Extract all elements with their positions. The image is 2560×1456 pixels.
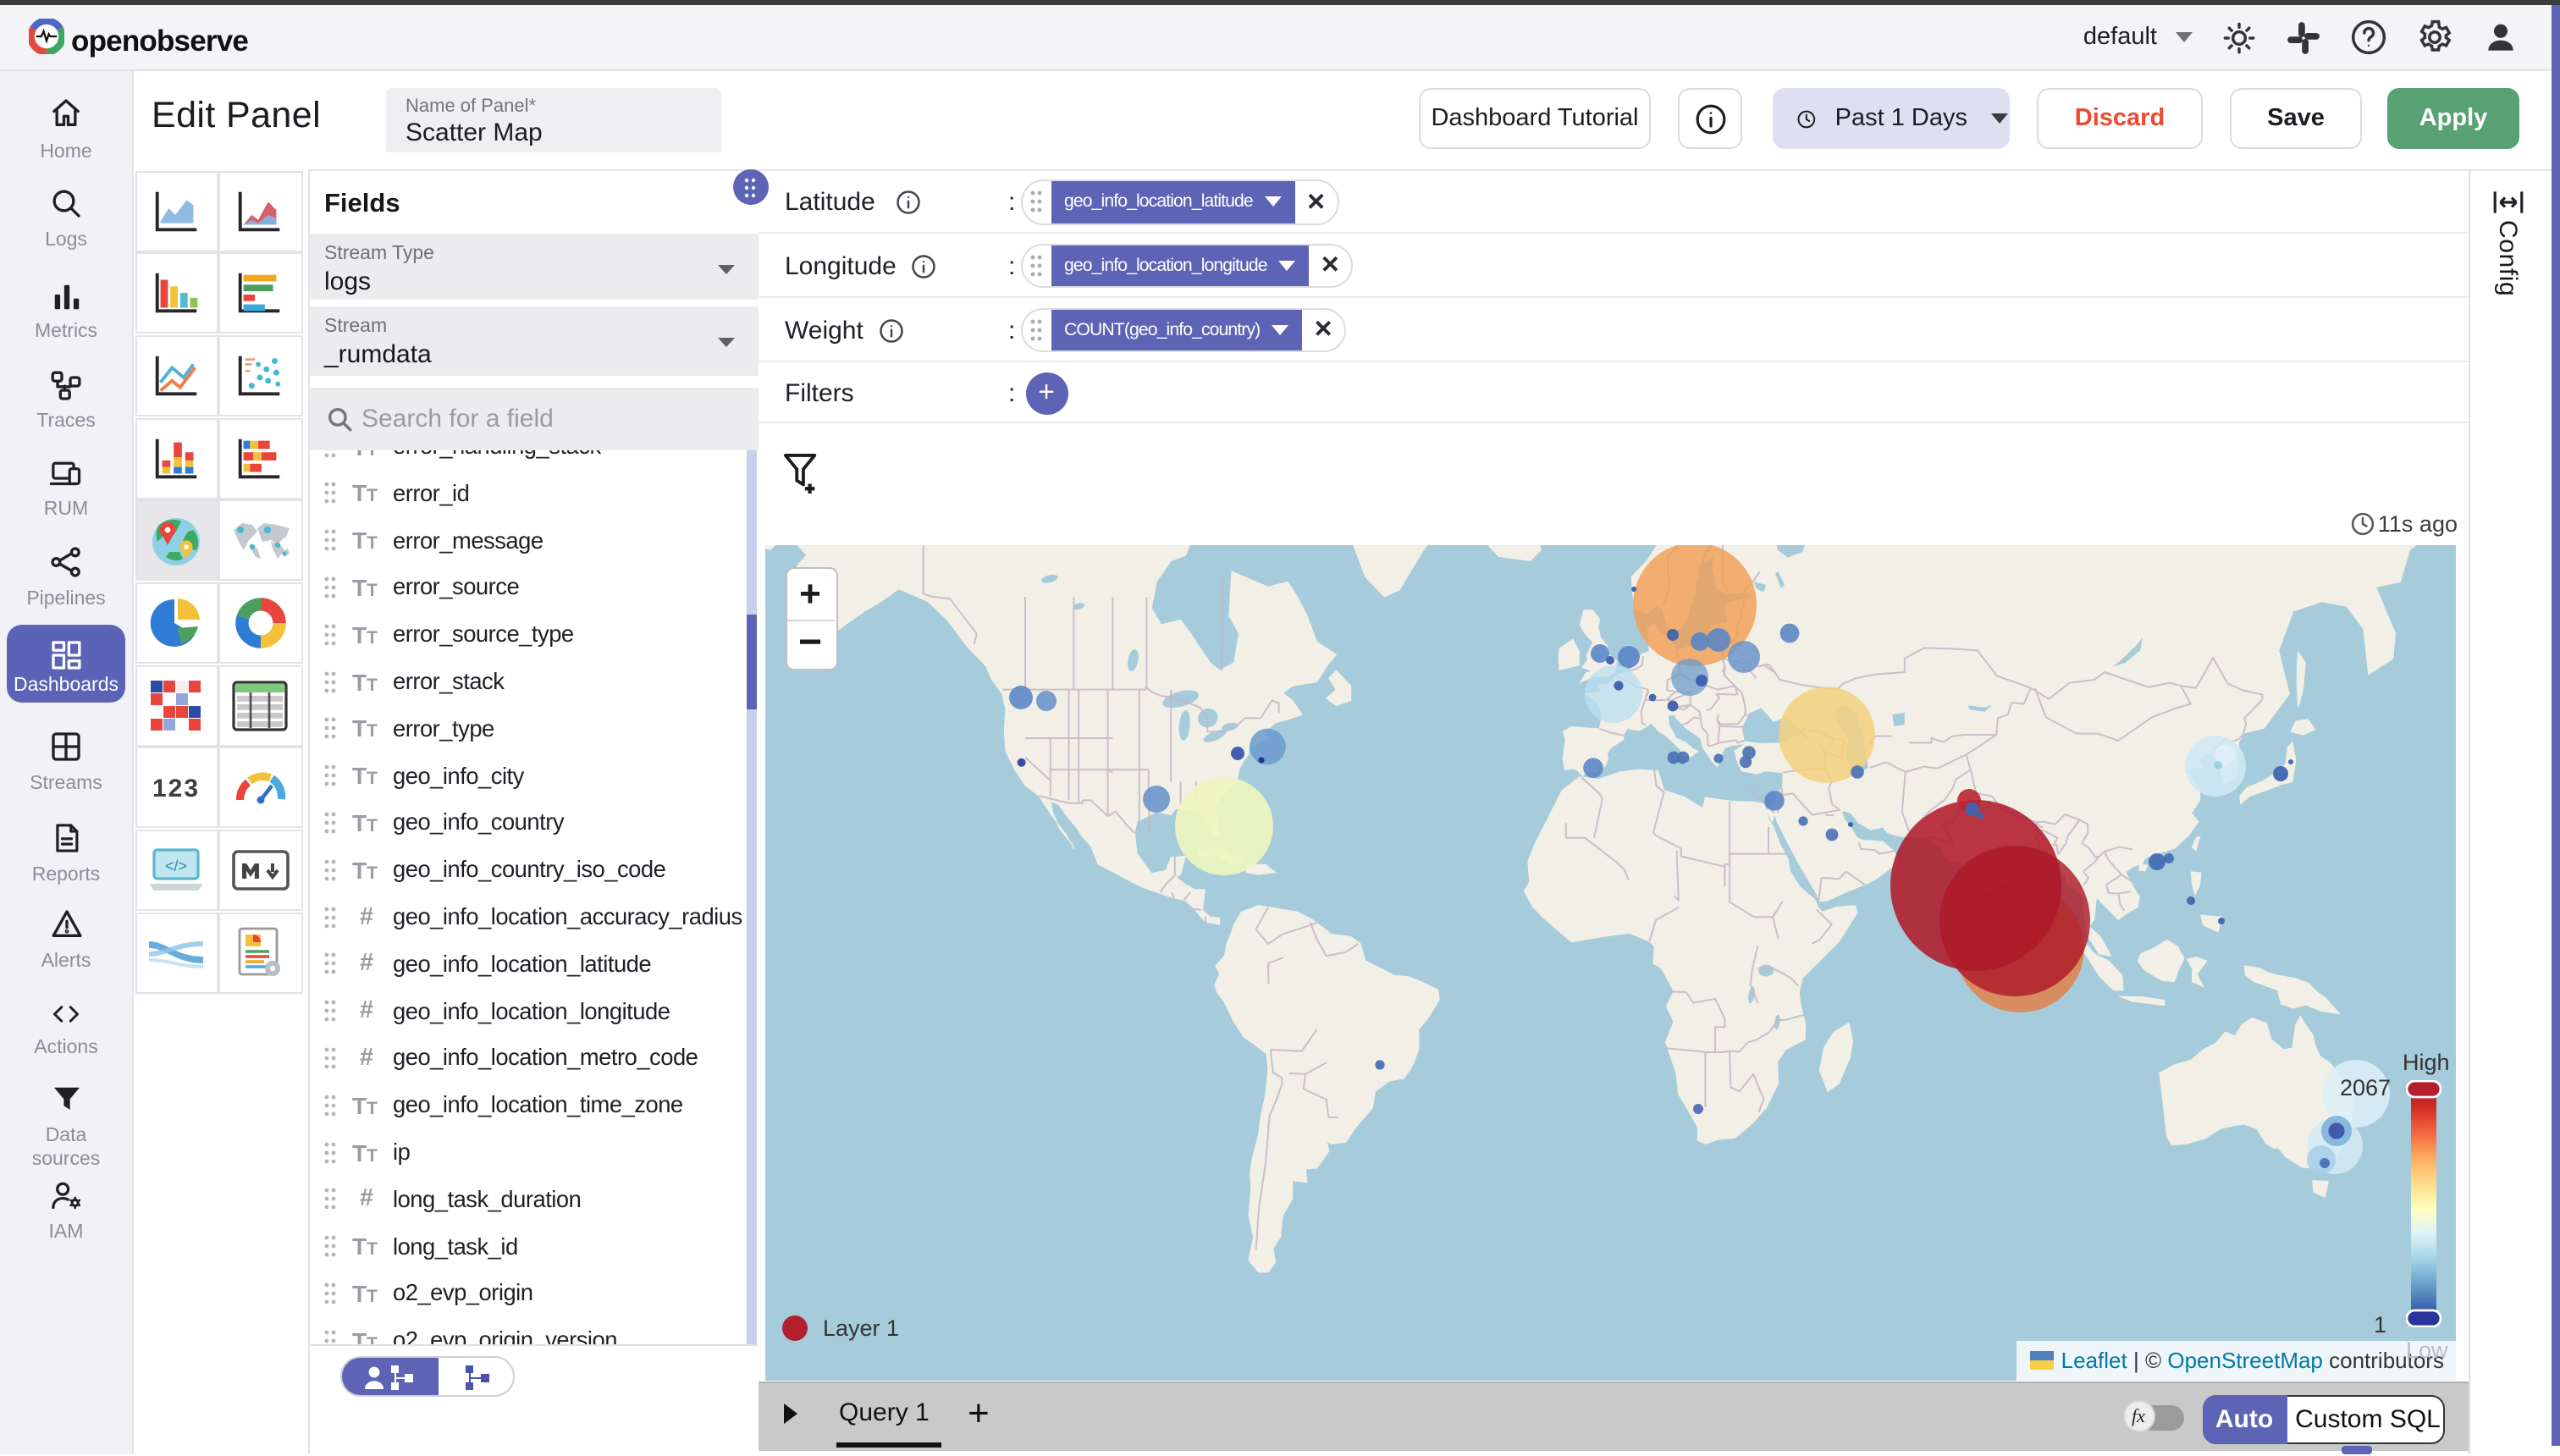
svg-text:123: 123 [152,775,200,803]
svg-text:</>: </> [165,858,187,874]
